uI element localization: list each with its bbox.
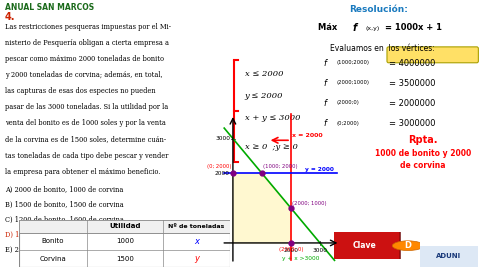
FancyBboxPatch shape xyxy=(329,231,400,261)
Text: (0; 2000): (0; 2000) xyxy=(207,164,231,169)
Text: ADUNI: ADUNI xyxy=(436,254,461,259)
Text: Utilidad: Utilidad xyxy=(109,223,141,229)
Text: Clave: Clave xyxy=(353,241,377,250)
Text: 3000: 3000 xyxy=(312,248,327,253)
Text: Evaluamos en  los vértices:: Evaluamos en los vértices: xyxy=(330,43,434,53)
Text: = 4000000: = 4000000 xyxy=(389,59,435,68)
Text: 3000: 3000 xyxy=(215,136,230,141)
Bar xyxy=(19,220,230,233)
Text: f: f xyxy=(324,119,326,128)
Text: 2000: 2000 xyxy=(284,248,299,253)
Text: y: y xyxy=(194,254,199,263)
Text: x: x xyxy=(194,237,199,246)
Text: f: f xyxy=(324,99,326,108)
Text: Resolución:: Resolución: xyxy=(349,5,408,14)
Text: y + x >3000: y + x >3000 xyxy=(282,256,320,261)
Text: (2000;1000): (2000;1000) xyxy=(336,80,370,85)
Text: = 1000x + 1: = 1000x + 1 xyxy=(385,23,443,32)
Text: de corvina: de corvina xyxy=(400,161,445,170)
Text: ANUAL SAN MARCOS: ANUAL SAN MARCOS xyxy=(5,3,94,12)
Text: f: f xyxy=(324,79,326,88)
Text: C) 1200 de bonito, 1600 de corvina: C) 1200 de bonito, 1600 de corvina xyxy=(5,216,124,224)
Text: Las restricciones pesqueras impuestas por el Mi-: Las restricciones pesqueras impuestas po… xyxy=(5,23,171,31)
Text: y = 2000: y = 2000 xyxy=(305,167,335,171)
Text: (1000;2000): (1000;2000) xyxy=(336,60,370,65)
Text: nisterio de Pesquería obligan a cierta empresa a: nisterio de Pesquería obligan a cierta e… xyxy=(5,39,169,47)
Text: x ≥ 0  ;y ≥ 0: x ≥ 0 ;y ≥ 0 xyxy=(245,143,298,151)
Text: Rpta.: Rpta. xyxy=(408,135,438,145)
Text: D: D xyxy=(405,241,411,250)
Text: B) 1500 de bonito, 1500 de corvina: B) 1500 de bonito, 1500 de corvina xyxy=(5,201,123,209)
Text: Máx: Máx xyxy=(318,23,340,32)
Text: 4.: 4. xyxy=(5,12,15,22)
Text: f: f xyxy=(324,59,326,68)
Text: y ≤ 2000: y ≤ 2000 xyxy=(245,92,283,100)
Text: (2000;0): (2000;0) xyxy=(336,100,359,106)
Text: D) 1000 de bonito, 2000 de corvina: D) 1000 de bonito, 2000 de corvina xyxy=(5,231,124,239)
FancyBboxPatch shape xyxy=(387,47,479,63)
Text: pescar como máximo 2000 toneladas de bonito: pescar como máximo 2000 toneladas de bon… xyxy=(5,55,164,63)
Text: = 2000000: = 2000000 xyxy=(389,99,435,108)
Text: las capturas de esas dos especies no pueden: las capturas de esas dos especies no pue… xyxy=(5,87,156,95)
Text: pasar de las 3000 toneladas. Si la utilidad por la: pasar de las 3000 toneladas. Si la utili… xyxy=(5,103,168,112)
Text: x = 2000: x = 2000 xyxy=(292,133,323,138)
Text: Nº de toneladas: Nº de toneladas xyxy=(168,224,225,229)
Text: E) 2000 de bonito, 1500 de corvina: E) 2000 de bonito, 1500 de corvina xyxy=(5,246,123,254)
Text: (x,y): (x,y) xyxy=(366,26,380,31)
Text: = 3500000: = 3500000 xyxy=(389,79,435,88)
Text: x + y ≤ 3000: x + y ≤ 3000 xyxy=(245,113,300,122)
Text: 2000: 2000 xyxy=(215,171,230,176)
Text: 1500: 1500 xyxy=(116,256,134,262)
Text: Bonito: Bonito xyxy=(42,238,64,244)
Text: 1000: 1000 xyxy=(116,238,134,244)
Text: (2000; 0): (2000; 0) xyxy=(279,247,303,252)
Text: Corvina: Corvina xyxy=(40,256,66,262)
Text: x ≤ 2000: x ≤ 2000 xyxy=(245,70,283,78)
Circle shape xyxy=(392,241,423,251)
Polygon shape xyxy=(233,173,291,243)
Text: y 2000 toneladas de corvina; además, en total,: y 2000 toneladas de corvina; además, en … xyxy=(5,71,162,79)
Text: venta del bonito es de 1000 soles y por la venta: venta del bonito es de 1000 soles y por … xyxy=(5,120,166,127)
Text: tas toneladas de cada tipo debe pescar y vender: tas toneladas de cada tipo debe pescar y… xyxy=(5,152,168,160)
Text: (2000; 1000): (2000; 1000) xyxy=(292,201,327,206)
FancyBboxPatch shape xyxy=(417,245,480,268)
Text: (1000; 2000): (1000; 2000) xyxy=(264,164,298,169)
Text: A) 2000 de bonito, 1000 de corvina: A) 2000 de bonito, 1000 de corvina xyxy=(5,186,123,194)
Text: (0;2000): (0;2000) xyxy=(336,120,359,126)
Text: de la corvina es de 1500 soles, determine cuán-: de la corvina es de 1500 soles, determin… xyxy=(5,136,166,144)
Text: = 3000000: = 3000000 xyxy=(389,119,435,128)
Text: f: f xyxy=(353,23,357,33)
Text: la empresa para obtener el máximo beneficio.: la empresa para obtener el máximo benefi… xyxy=(5,168,160,176)
Text: 1000 de bonito y 2000: 1000 de bonito y 2000 xyxy=(375,149,471,158)
